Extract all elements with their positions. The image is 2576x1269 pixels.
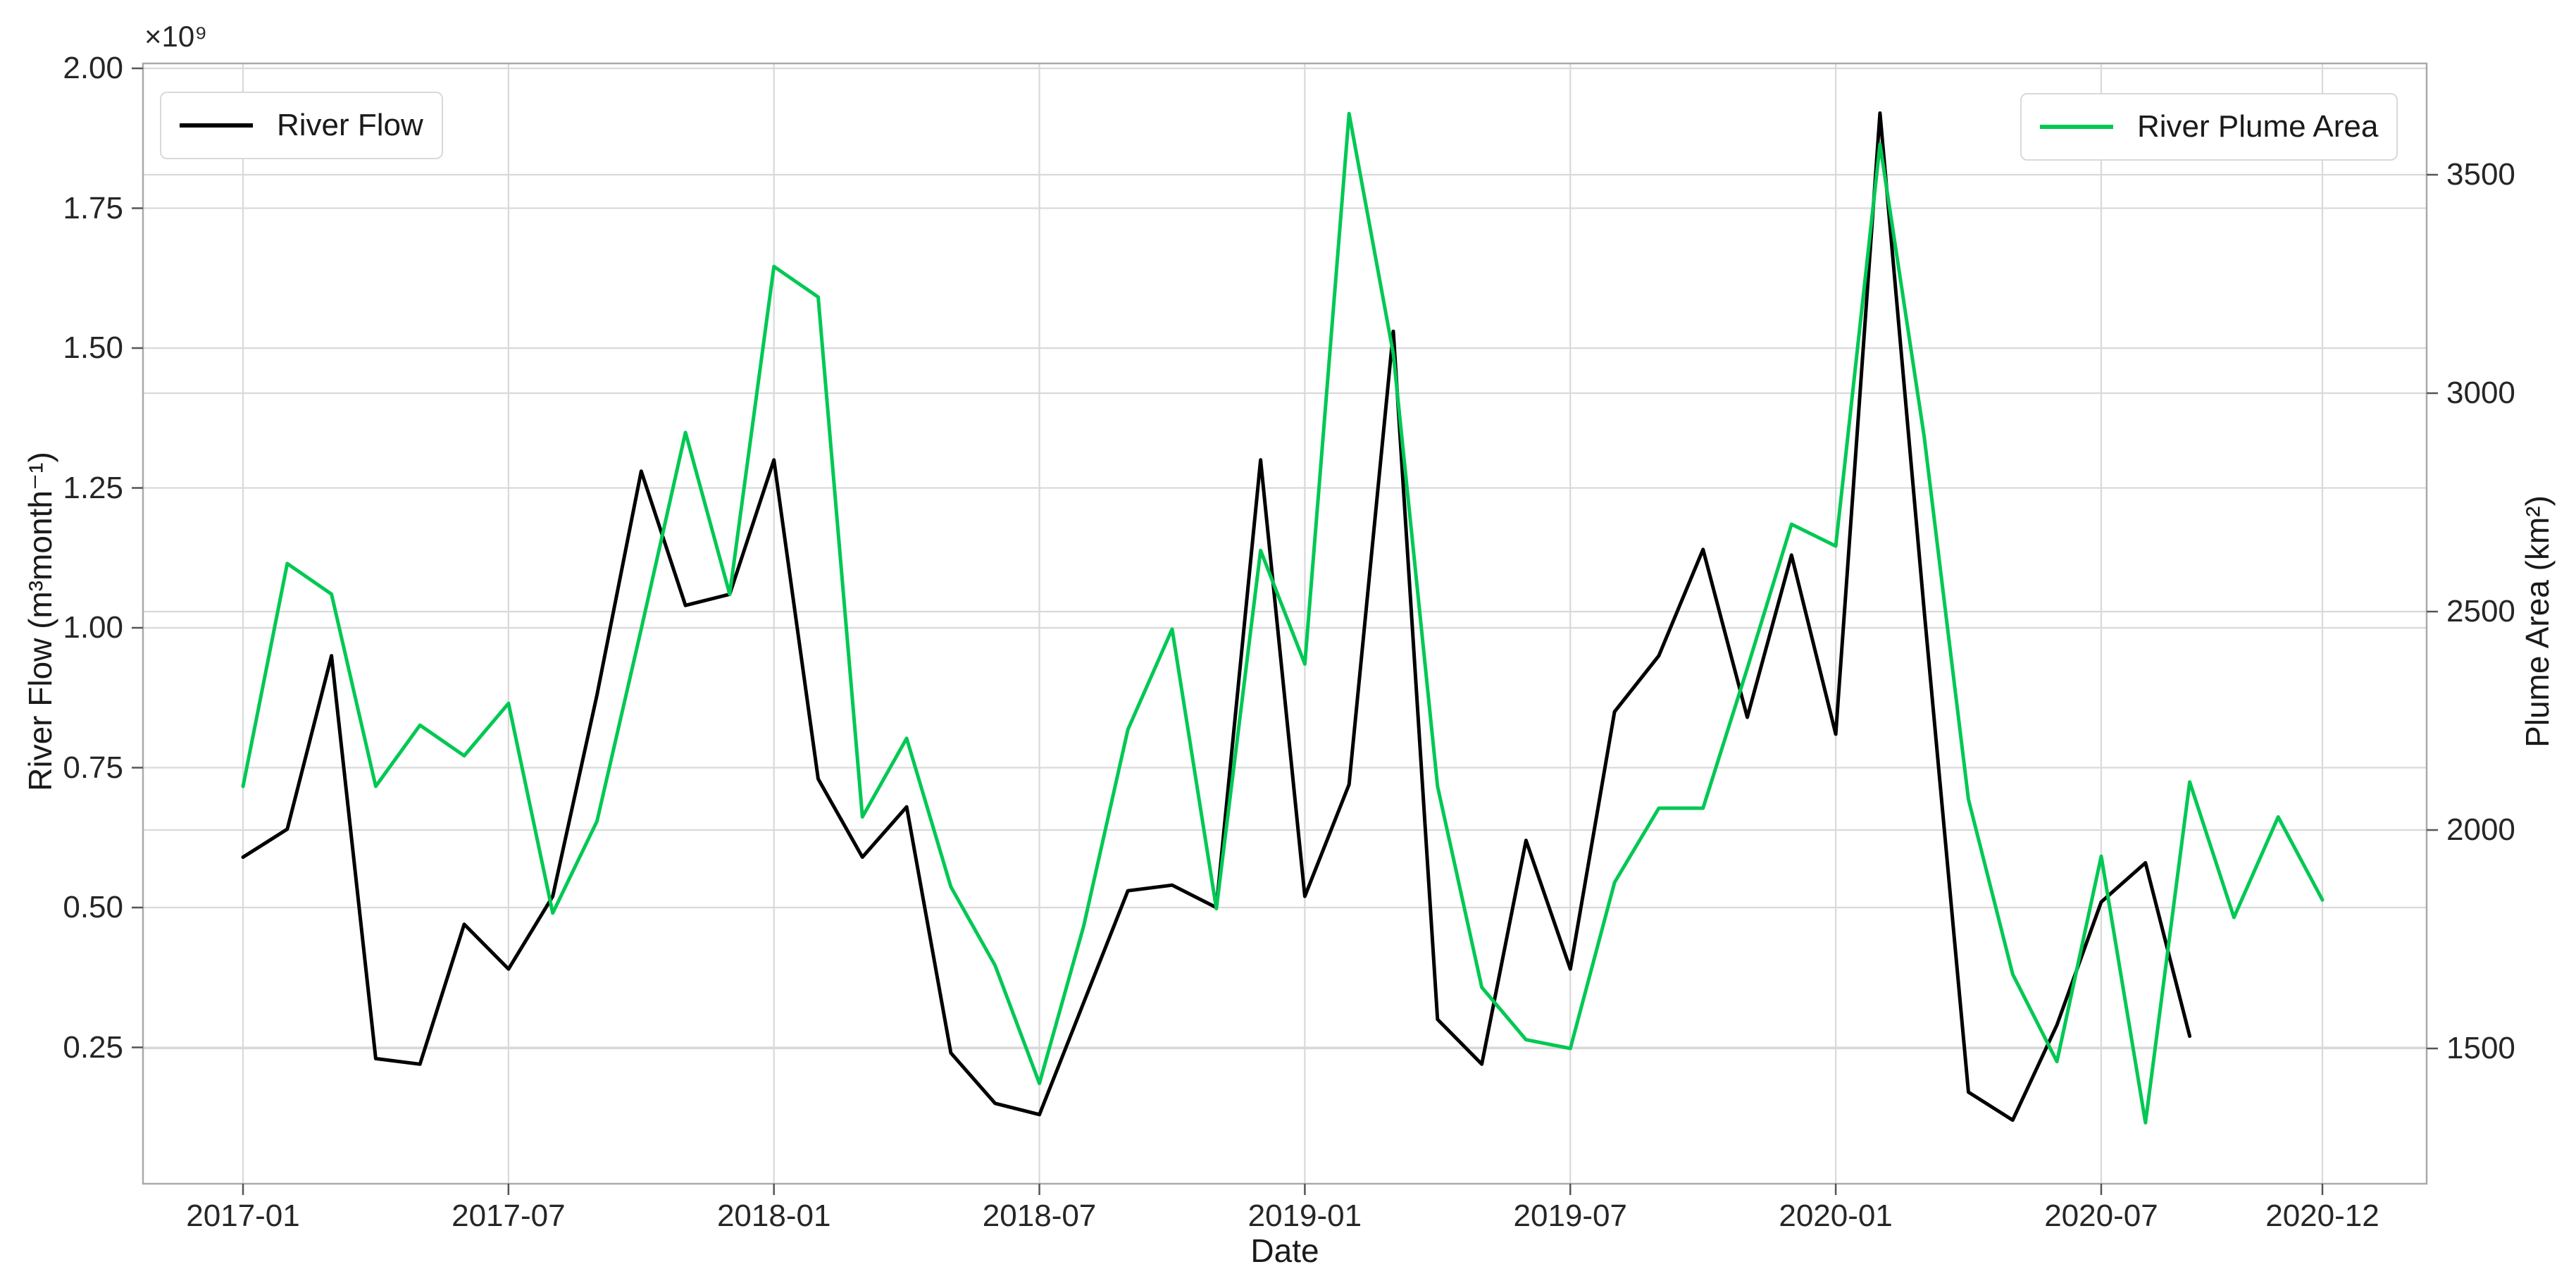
right-axis-tick-label: 3000 (2446, 376, 2515, 410)
legend-river-flow: River Flow (160, 92, 443, 159)
x-axis-tick-label: 2017-07 (452, 1199, 566, 1233)
left-axis-tick-label: 0.25 (63, 1029, 123, 1065)
river-plume-area-legend-label: River Plume Area (2137, 109, 2379, 144)
right-axis-tick-label: 2000 (2446, 812, 2515, 847)
right-axis-tick-label: 2500 (2446, 594, 2515, 629)
x-axis-tick-label: 2020-01 (1779, 1199, 1893, 1233)
legend-river-plume-area: River Plume Area (2020, 93, 2398, 161)
river-plume-area-legend-line-icon (2040, 125, 2113, 129)
river-plume-area-line (241, 111, 2325, 1125)
left-axis-tick-label: 0.50 (63, 890, 123, 924)
river-flow-legend-label: River Flow (277, 108, 423, 142)
left-axis-tick-label: 1.00 (63, 610, 123, 645)
x-axis-tick-label: 2018-01 (716, 1199, 831, 1233)
y-axis-label-left: River Flow (m³month⁻¹) (22, 452, 58, 791)
x-axis-tick-label: 2017-01 (186, 1199, 300, 1233)
right-axis-tick-label: 3500 (2446, 157, 2515, 192)
left-axis-tick-label: 1.25 (63, 470, 123, 505)
y-axis-label-right: Plume Area (km²) (2519, 495, 2556, 748)
plot-border (142, 62, 2428, 1185)
river-flow-legend-line-icon (180, 123, 253, 128)
x-axis-tick-label: 2020-07 (2044, 1199, 2158, 1233)
left-axis-tick-label: 1.50 (63, 330, 123, 365)
left-axis-offset-text: ×10⁹ (144, 20, 208, 53)
x-axis-tick-label: 2019-07 (1513, 1199, 1627, 1233)
x-axis-tick-label: 2020-12 (2265, 1199, 2379, 1233)
right-axis-tick-label: 1500 (2446, 1031, 2515, 1065)
left-axis-tick-label: 0.75 (63, 750, 123, 785)
left-axis-tick-label: 1.75 (63, 190, 123, 225)
x-axis-tick-label: 2019-01 (1247, 1199, 1362, 1233)
left-axis-tick-label: 2.00 (63, 51, 123, 85)
x-axis-tick-label: 2018-07 (982, 1199, 1097, 1233)
x-axis-label: Date (1250, 1232, 1319, 1269)
